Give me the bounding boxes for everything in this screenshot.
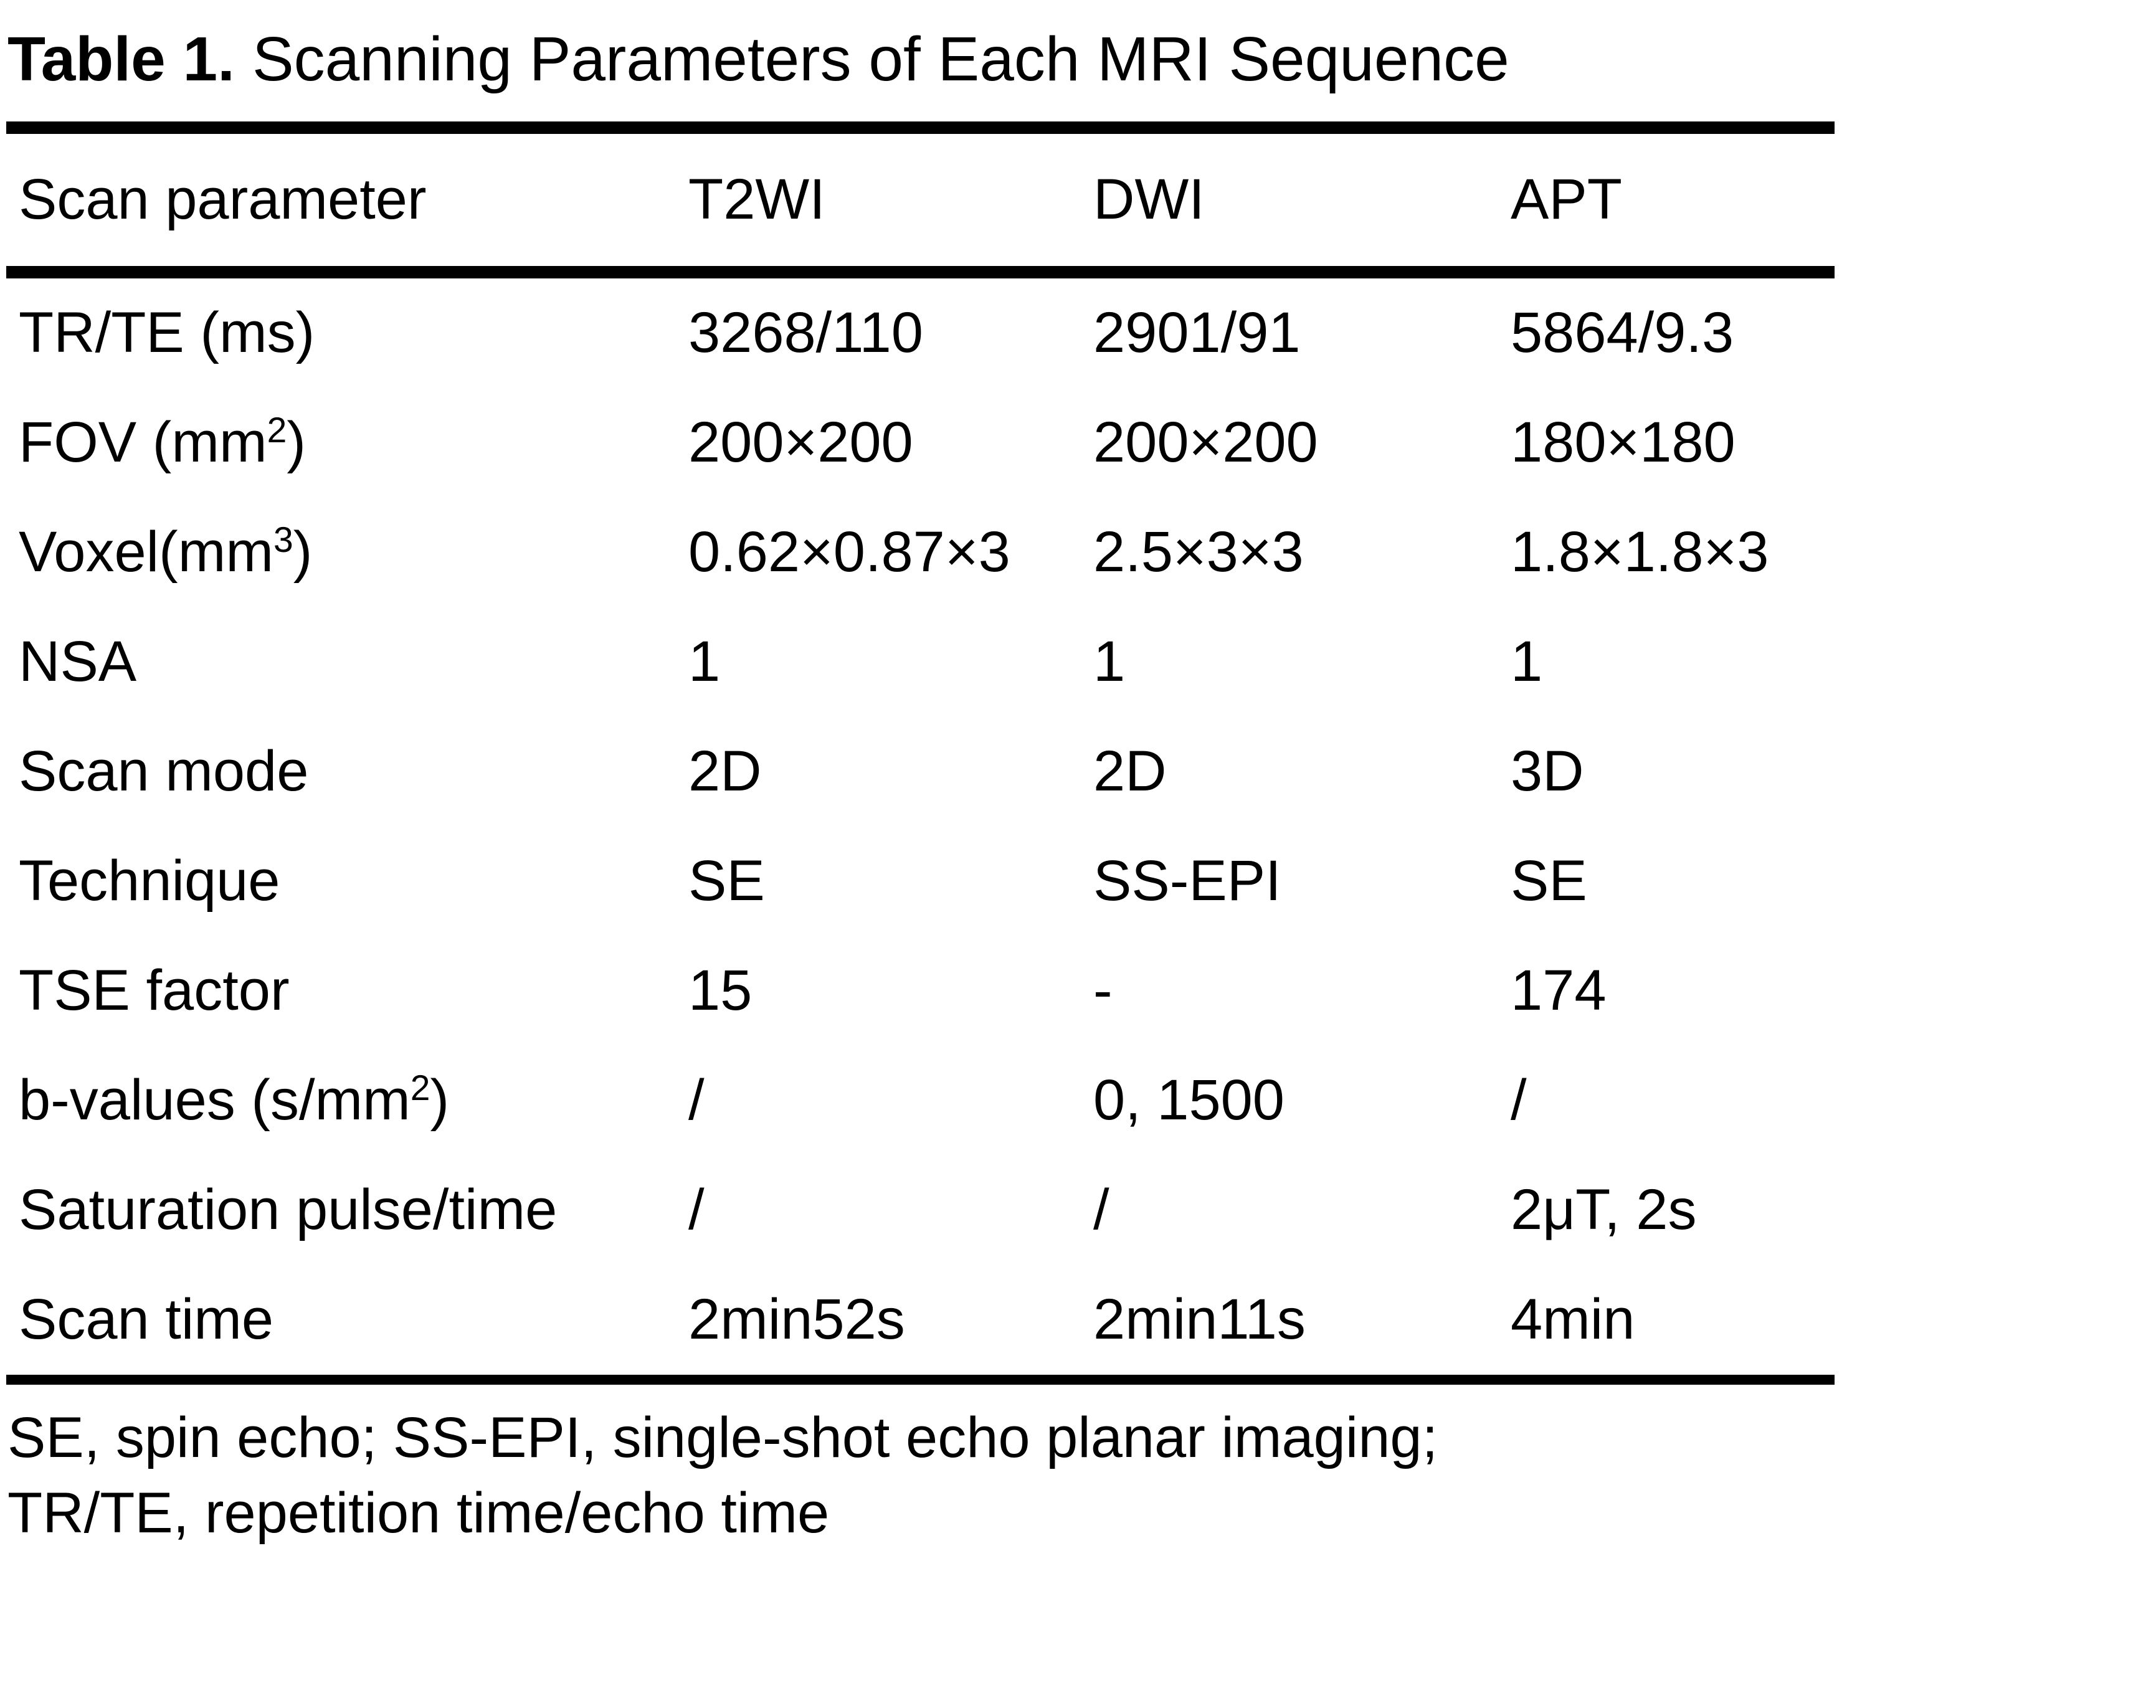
table-row: b-values (s/mm2) / 0, 1500 /	[6, 1046, 1835, 1155]
row-parameter-label: Scan mode	[19, 739, 309, 804]
table-row: TSE factor 15 - 174	[6, 936, 1835, 1046]
table-cell: 2min52s	[688, 1288, 905, 1352]
table-cell: /	[688, 1068, 705, 1132]
table-cell: 2901/91	[1093, 301, 1301, 365]
table-cell: 2μT, 2s	[1511, 1178, 1697, 1242]
table-number-label: Table 1.	[7, 24, 235, 94]
table-cell: SE	[688, 849, 765, 913]
row-parameter-label: TR/TE (ms)	[19, 301, 315, 365]
table-footnotes: SE, spin echo; SS-EPI, single-shot echo …	[7, 1400, 1438, 1552]
column-header: Scan parameter	[19, 168, 427, 232]
row-parameter-label: b-values (s/mm2)	[19, 1068, 450, 1132]
table-cell: 2.5×3×3	[1093, 520, 1304, 584]
table-row: NSA 1 1 1	[6, 607, 1835, 717]
table-cell: 1.8×1.8×3	[1511, 520, 1769, 584]
row-parameter-label: TSE factor	[19, 959, 290, 1023]
table-body: TR/TE (ms) 3268/110 2901/91 5864/9.3 FOV (mm…	[6, 278, 1835, 1375]
table-cell: 180×180	[1511, 410, 1736, 475]
table-cell: 2min11s	[1093, 1288, 1306, 1352]
table-cell: 200×200	[1093, 410, 1318, 475]
table-cell: 4min	[1511, 1288, 1635, 1352]
table-cell: 0.62×0.87×3	[688, 520, 1010, 584]
table-cell: 15	[688, 959, 753, 1023]
table-cell: 5864/9.3	[1511, 301, 1734, 365]
table-cell: -	[1093, 959, 1113, 1023]
table-cell: 3268/110	[688, 301, 923, 365]
table-header-row: Scan parameter T2WI DWI APT	[6, 134, 1835, 266]
table-row: Voxel(mm3) 0.62×0.87×3 2.5×3×3 1.8×1.8×3	[6, 498, 1835, 607]
table-row: Scan mode 2D 2D 3D	[6, 717, 1835, 827]
row-parameter-label: NSA	[19, 630, 137, 694]
footnote-line: SE, spin echo; SS-EPI, single-shot echo …	[7, 1406, 1438, 1469]
table-row: Technique SE SS-EPI SE	[6, 827, 1835, 936]
table-cell: 1	[1511, 630, 1543, 694]
table-rule-bottom	[6, 1375, 1835, 1385]
table-cell: 1	[1093, 630, 1126, 694]
footnote-line: TR/TE, repetition time/echo time	[7, 1481, 830, 1545]
table-cell: SE	[1511, 849, 1587, 913]
table-cell: 0, 1500	[1093, 1068, 1285, 1132]
table-cell: 200×200	[688, 410, 913, 475]
row-parameter-label: Saturation pulse/time	[19, 1178, 558, 1242]
column-header: APT	[1511, 168, 1622, 232]
row-parameter-label: FOV (mm2)	[19, 410, 306, 475]
table-title: Table 1. Scanning Parameters of Each MRI …	[7, 19, 1509, 100]
row-parameter-label: Voxel(mm3)	[19, 520, 313, 584]
table-cell: /	[688, 1178, 705, 1242]
table-row: FOV (mm2) 200×200 200×200 180×180	[6, 388, 1835, 498]
mri-parameters-table: Scan parameter T2WI DWI APT TR/TE (ms) 3268/…	[6, 121, 1835, 1385]
table-cell: 2D	[1093, 739, 1167, 804]
table-cell: 174	[1511, 959, 1607, 1023]
table-rule-top	[6, 121, 1835, 134]
row-parameter-label: Technique	[19, 849, 280, 913]
table-cell: /	[1511, 1068, 1527, 1132]
table-row: TR/TE (ms) 3268/110 2901/91 5864/9.3	[6, 278, 1835, 388]
table-row: Scan time 2min52s 2min11s 4min	[6, 1265, 1835, 1375]
table-rule-header	[6, 266, 1835, 278]
row-parameter-label: Scan time	[19, 1288, 274, 1352]
table-cell: /	[1093, 1178, 1109, 1242]
table-cell: SS-EPI	[1093, 849, 1281, 913]
table-title-text: Scanning Parameters of Each MRI Sequence	[252, 24, 1509, 94]
table-row: Saturation pulse/time / / 2μT, 2s	[6, 1155, 1835, 1265]
column-header: DWI	[1093, 168, 1205, 232]
table-cell: 2D	[688, 739, 762, 804]
table-cell: 1	[688, 630, 721, 694]
table-cell: 3D	[1511, 739, 1584, 804]
column-header: T2WI	[688, 168, 825, 232]
